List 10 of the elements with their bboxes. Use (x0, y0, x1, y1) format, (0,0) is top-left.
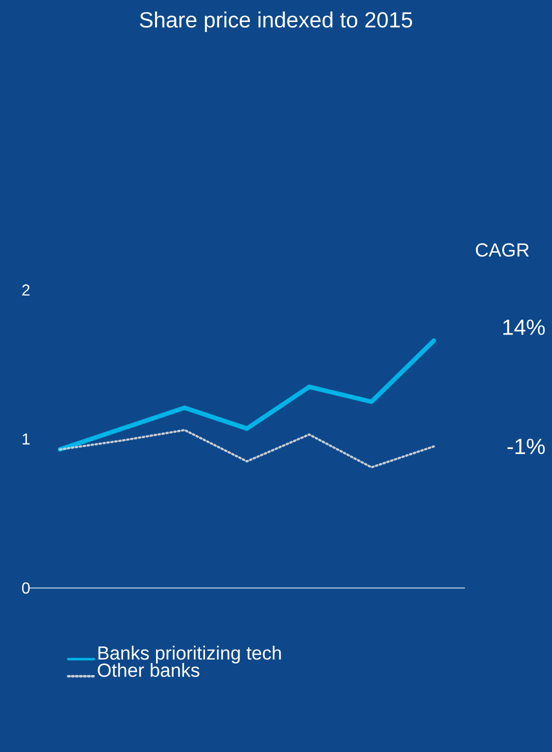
legend-label: Other banks (98, 663, 200, 677)
line-series (58, 428, 435, 468)
text: 14% (503, 320, 545, 335)
y-tick-label: 0 (22, 582, 30, 594)
text: CAGR (476, 243, 529, 257)
y-tick-label: 2 (22, 284, 30, 296)
legend-label: Banks prioritizing tech (98, 646, 281, 664)
text: -1% (508, 438, 545, 454)
chart-title: Share price indexed to 2015 (140, 12, 412, 32)
y-tick-label: 1 (22, 434, 30, 444)
